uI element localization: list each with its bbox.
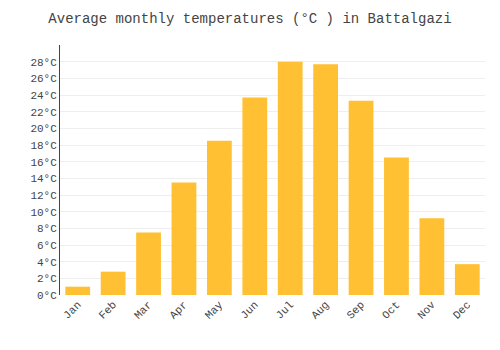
svg-text:Feb: Feb	[97, 299, 119, 321]
svg-text:14°C: 14°C	[30, 173, 57, 185]
svg-text:Sep: Sep	[345, 299, 367, 321]
svg-text:16°C: 16°C	[30, 157, 57, 169]
svg-text:10°C: 10°C	[30, 207, 57, 219]
svg-text:Average monthly temperatures (: Average monthly temperatures (°C ) in Ba…	[48, 11, 451, 27]
svg-text:Apr: Apr	[167, 299, 189, 321]
svg-text:12°C: 12°C	[30, 190, 57, 202]
svg-text:Jan: Jan	[61, 299, 83, 321]
svg-text:Mar: Mar	[132, 299, 154, 321]
svg-text:8°C: 8°C	[37, 223, 57, 235]
svg-text:Aug: Aug	[309, 299, 331, 321]
svg-text:Oct: Oct	[380, 299, 402, 321]
svg-text:4°C: 4°C	[37, 257, 57, 269]
svg-text:Dec: Dec	[451, 299, 473, 321]
svg-text:0°C: 0°C	[37, 290, 57, 302]
svg-text:Nov: Nov	[415, 299, 438, 322]
svg-text:Jun: Jun	[238, 299, 260, 321]
svg-text:Jul: Jul	[274, 299, 296, 321]
svg-text:18°C: 18°C	[30, 140, 57, 152]
svg-text:22°C: 22°C	[30, 107, 57, 119]
svg-text:2°C: 2°C	[37, 273, 57, 285]
svg-text:20°C: 20°C	[30, 123, 57, 135]
svg-text:May: May	[203, 299, 226, 322]
svg-text:26°C: 26°C	[30, 73, 57, 85]
svg-text:6°C: 6°C	[37, 240, 57, 252]
svg-text:24°C: 24°C	[30, 90, 57, 102]
svg-text:28°C: 28°C	[30, 57, 57, 69]
